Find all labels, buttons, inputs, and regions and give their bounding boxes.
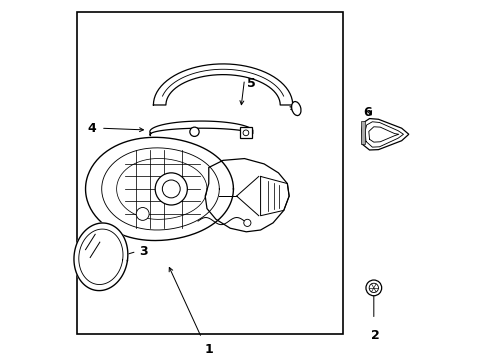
Polygon shape [240,127,251,138]
Polygon shape [361,118,408,150]
Circle shape [368,283,378,293]
Polygon shape [74,223,127,291]
Text: 6: 6 [363,105,371,119]
Text: 1: 1 [204,343,213,356]
Text: 5: 5 [247,77,256,90]
Circle shape [365,280,381,296]
Text: 4: 4 [87,122,96,135]
Circle shape [162,180,180,198]
Polygon shape [153,64,292,105]
Ellipse shape [291,102,301,116]
Circle shape [136,207,149,220]
Bar [77,12,342,334]
Polygon shape [149,121,252,136]
Polygon shape [85,137,233,240]
Text: 3: 3 [139,245,147,258]
Circle shape [155,173,187,205]
Bar [360,121,364,144]
Polygon shape [205,158,288,232]
Circle shape [244,219,250,226]
Circle shape [243,130,248,136]
Text: 2: 2 [370,329,379,342]
Circle shape [189,127,199,136]
